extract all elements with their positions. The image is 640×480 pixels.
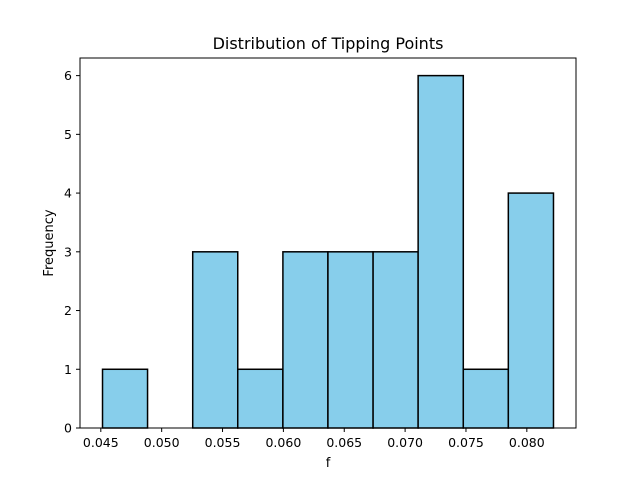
- y-axis-ticks: 0 1 2 3 4 5 6: [64, 68, 80, 436]
- histogram-bar-6: [327, 251, 374, 429]
- x-tick-label-4: 0.060: [265, 435, 301, 450]
- histogram-bar-3: [191, 251, 239, 429]
- x-tick-label-2: 0.050: [144, 435, 180, 450]
- x-tick-label-8: 0.080: [509, 435, 545, 450]
- histogram-bar-9: [462, 368, 510, 429]
- y-tick-label-7: 6: [64, 68, 72, 83]
- histogram-bar-8: [417, 74, 465, 429]
- x-tick-label-5: 0.065: [326, 435, 362, 450]
- x-axis-ticks: 0.045 0.050 0.055 0.060 0.065 0.070 0.075 0.080: [83, 428, 545, 450]
- x-tick-label-7: 0.075: [448, 435, 484, 450]
- bars-group: [101, 74, 555, 429]
- histogram-bar-5: [282, 251, 329, 429]
- histogram-bar-4: [236, 368, 284, 429]
- chart-title: Distribution of Tipping Points: [213, 34, 444, 53]
- y-tick-label-3: 2: [64, 303, 72, 318]
- histogram-bar-7: [372, 251, 419, 429]
- x-axis-label: f: [326, 456, 331, 471]
- y-tick-label-4: 3: [64, 244, 72, 259]
- x-tick-label-3: 0.055: [205, 435, 241, 450]
- x-tick-label-1: 0.045: [83, 435, 119, 450]
- y-tick-label-6: 5: [64, 127, 72, 142]
- x-tick-label-6: 0.070: [387, 435, 423, 450]
- histogram-bar-1: [101, 368, 149, 429]
- histogram-bar-10: [507, 192, 555, 429]
- y-tick-label-2: 1: [64, 362, 72, 377]
- y-axis-label: Frequency: [42, 209, 57, 276]
- y-tick-label-5: 4: [64, 186, 72, 201]
- plot-frame: [79, 57, 577, 429]
- y-tick-label-1: 0: [64, 421, 72, 436]
